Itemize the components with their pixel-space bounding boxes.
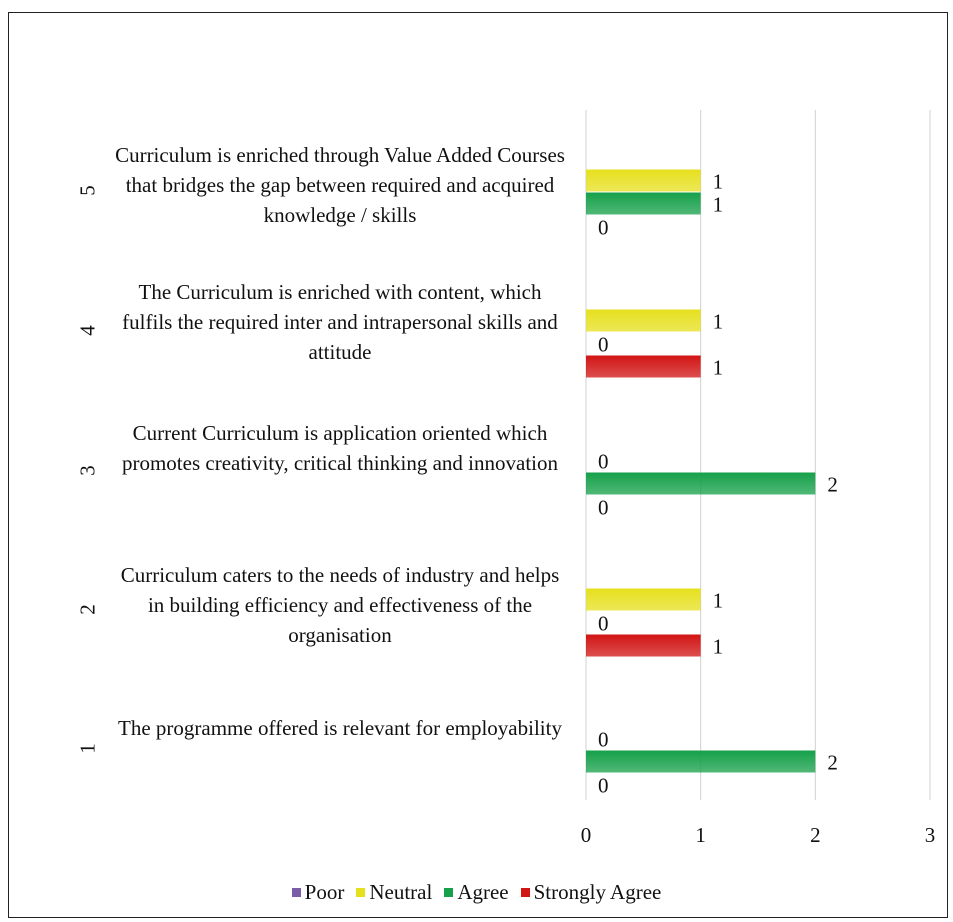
data-label: 2 — [827, 751, 838, 775]
category-label-4: The Curriculum is enriched with content,… — [122, 280, 558, 364]
data-label: 1 — [713, 170, 724, 194]
data-label: 0 — [598, 774, 609, 798]
data-label: 1 — [713, 589, 724, 613]
bar-agree-3 — [586, 472, 816, 495]
data-label: 0 — [598, 450, 609, 474]
bar-neutral-4 — [586, 309, 701, 332]
legend-item-poor: Poor — [291, 880, 345, 905]
x-tick-label: 2 — [810, 823, 821, 847]
category-label-3: Current Curriculum is application orient… — [121, 421, 559, 475]
data-label: 0 — [598, 728, 609, 752]
category-number-3: 3 — [75, 465, 100, 476]
bar-strongly-agree-2 — [586, 634, 701, 657]
data-label: 0 — [598, 333, 609, 357]
bar-agree-5 — [586, 192, 701, 215]
data-label: 0 — [598, 496, 609, 520]
x-tick-label: 1 — [695, 823, 706, 847]
bar-neutral-5 — [586, 169, 701, 192]
data-label: 2 — [827, 473, 838, 497]
chart-legend: Poor Neutral Agree Strongly Agree — [0, 880, 953, 905]
category-label-2: Curriculum caters to the needs of indust… — [120, 563, 560, 647]
data-label: 1 — [713, 356, 724, 380]
legend-label: Poor — [304, 880, 345, 904]
category-label-1: The programme offered is relevant for em… — [118, 716, 562, 740]
bar-strongly-agree-4 — [586, 355, 701, 378]
bar-agree-1 — [586, 750, 816, 773]
x-tick-label: 3 — [925, 823, 936, 847]
legend-item-neutral: Neutral — [356, 880, 432, 905]
category-number-5: 5 — [75, 185, 100, 196]
category-label-5: Curriculum is enriched through Value Add… — [115, 143, 565, 227]
legend-swatch — [291, 888, 301, 897]
category-number-4: 4 — [75, 325, 100, 336]
bar-neutral-2 — [586, 588, 701, 611]
legend-label: Strongly Agree — [533, 880, 662, 904]
legend-swatch — [444, 888, 454, 897]
category-number-2: 2 — [75, 604, 100, 615]
data-label: 1 — [713, 635, 724, 659]
x-tick-label: 0 — [581, 823, 592, 847]
legend-item-strongly-agree: Strongly Agree — [520, 880, 662, 905]
legend-label: Neutral — [369, 880, 433, 904]
data-label: 0 — [598, 612, 609, 636]
category-number-1: 1 — [75, 743, 100, 754]
legend-item-agree: Agree — [444, 880, 509, 905]
legend-swatch — [356, 888, 366, 897]
data-label: 1 — [713, 310, 724, 334]
data-label: 0 — [598, 216, 609, 240]
data-label: 1 — [713, 193, 724, 217]
legend-swatch — [520, 888, 530, 897]
legend-label: Agree — [457, 880, 509, 904]
